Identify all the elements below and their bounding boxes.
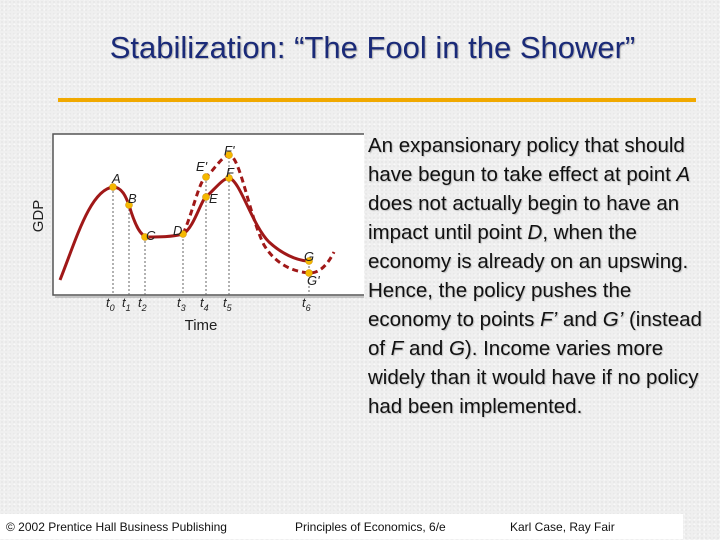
time-label-t0: t0	[106, 295, 115, 313]
point-g	[305, 257, 313, 265]
point-labels: A B C D E E' F F' G G'	[111, 143, 320, 288]
point-e	[202, 193, 210, 201]
point-f-prime	[225, 151, 233, 159]
panel-shadow	[55, 296, 375, 298]
title-divider	[58, 98, 696, 102]
point-e-prime	[202, 173, 210, 181]
label-e-prime: E'	[196, 159, 208, 174]
y-axis-label: GDP	[30, 200, 47, 233]
diagram-panel	[52, 133, 374, 296]
point-a	[109, 183, 117, 191]
time-label-t1: t1	[122, 295, 131, 313]
curve-points	[109, 151, 313, 277]
point-c	[141, 233, 149, 241]
time-label-t6: t6	[302, 295, 311, 313]
label-g-prime: G'	[307, 273, 320, 288]
label-g: G	[304, 249, 314, 264]
label-a: A	[111, 171, 121, 186]
label-e: E	[209, 191, 218, 206]
slide-title: Stabilization: “The Fool in the Shower”	[109, 30, 636, 65]
point-g-prime	[305, 269, 313, 277]
time-label-t4: t4	[200, 295, 209, 313]
footer-bar	[0, 514, 683, 539]
drop-lines	[112, 157, 310, 295]
label-b: B	[128, 191, 137, 206]
time-label-t5: t5	[223, 295, 233, 313]
footer-copyright: © 2002 Prentice Hall Business Publishing	[6, 520, 227, 534]
time-label-t3: t3	[177, 295, 186, 313]
label-f: F	[226, 165, 235, 180]
point-d	[179, 230, 187, 238]
label-c: C	[146, 228, 156, 243]
explanation-text: An expansionary policy that should have …	[368, 134, 702, 418]
point-f	[225, 174, 233, 182]
label-d: D	[173, 223, 182, 238]
time-labels: t0 t1 t2 t3 t4 t5 t6	[106, 295, 311, 313]
fool-in-shower-diagram: GDP A	[24, 130, 375, 345]
x-axis-label: Time	[185, 317, 218, 334]
time-label-t2: t2	[138, 295, 147, 313]
point-b	[125, 201, 133, 209]
footer-book-title: Principles of Economics, 6/e	[295, 520, 446, 534]
footer-authors: Karl Case, Ray Fair	[510, 520, 615, 534]
label-f-prime: F'	[224, 143, 235, 158]
diagram-svg: GDP A	[30, 133, 375, 334]
